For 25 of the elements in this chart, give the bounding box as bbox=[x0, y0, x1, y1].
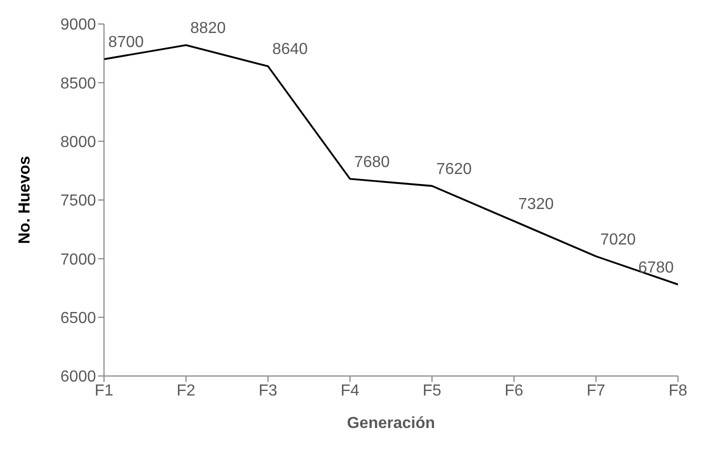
x-tick-label: F2 bbox=[176, 382, 196, 400]
data-label: 7320 bbox=[518, 196, 554, 214]
x-tick-label: F7 bbox=[586, 382, 606, 400]
data-label: 6780 bbox=[638, 259, 674, 276]
data-label: 8640 bbox=[272, 41, 308, 58]
y-tick-label: 8500 bbox=[60, 75, 96, 92]
y-tick-label: 6500 bbox=[60, 310, 96, 328]
data-label: 7680 bbox=[354, 154, 390, 171]
x-tick-label: F5 bbox=[422, 382, 442, 400]
x-axis-title: Generación bbox=[346, 415, 436, 432]
x-tick-label: F8 bbox=[668, 382, 688, 400]
data-label: 8820 bbox=[190, 20, 226, 38]
y-tick-label: 7000 bbox=[60, 251, 96, 268]
x-tick-label: F1 bbox=[94, 382, 114, 400]
y-tick-label: 7500 bbox=[60, 192, 96, 210]
data-label: 8700 bbox=[108, 34, 144, 52]
data-label: 7020 bbox=[600, 231, 636, 248]
data-label: 7620 bbox=[436, 160, 472, 178]
y-axis-title: No. Huevos bbox=[16, 156, 34, 244]
y-tick-label: 9000 bbox=[60, 16, 96, 34]
y-tick-label: 6000 bbox=[60, 368, 96, 386]
x-tick-label: F3 bbox=[258, 382, 278, 400]
x-tick-label: F4 bbox=[340, 382, 360, 400]
x-tick-label: F6 bbox=[504, 382, 524, 400]
y-tick-label: 8000 bbox=[60, 134, 96, 152]
